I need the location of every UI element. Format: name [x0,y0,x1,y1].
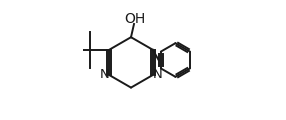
Text: N: N [100,68,110,81]
Text: OH: OH [124,12,145,26]
Text: N: N [152,68,162,81]
